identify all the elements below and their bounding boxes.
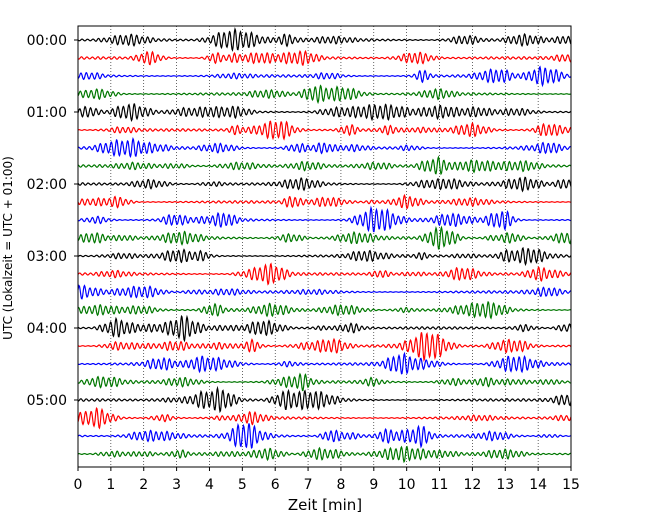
x-tick-label: 14 (529, 477, 547, 493)
x-tick-label: 13 (496, 477, 514, 493)
x-tick-label: 0 (74, 477, 83, 493)
seismic-traces (77, 27, 572, 464)
trace-01:30 (77, 137, 572, 159)
trace-05:15 (77, 406, 572, 430)
x-tick-label: 15 (562, 477, 580, 493)
x-tick-label: 3 (172, 477, 181, 493)
trace-04:00 (77, 314, 572, 343)
trace-04:45 (77, 372, 572, 392)
trace-01:45 (77, 155, 572, 176)
y-tick-label: 02:00 (27, 177, 67, 193)
y-axis-ticks: 00:00 01:00 02:00 03:00 04:00 05:00 (27, 33, 78, 409)
x-tick-label: 12 (463, 477, 481, 493)
x-tick-label: 1 (106, 477, 115, 493)
trace-03:15 (77, 262, 572, 286)
y-axis-label: UTC (Lokalzeit = UTC + 01:00) (1, 156, 15, 340)
trace-00:15 (77, 49, 572, 66)
trace-02:45 (77, 225, 572, 250)
trace-05:45 (77, 445, 572, 464)
trace-00:00 (77, 27, 572, 52)
x-tick-label: 4 (205, 477, 214, 493)
x-tick-label: 2 (139, 477, 148, 493)
y-tick-label: 00:00 (27, 33, 67, 49)
x-tick-label: 7 (304, 477, 313, 493)
plot-frame (77, 25, 572, 468)
x-tick-label: 6 (271, 477, 280, 493)
trace-01:00 (77, 103, 572, 123)
trace-00:45 (77, 84, 572, 105)
trace-05:00 (77, 385, 572, 414)
x-tick-label: 11 (431, 477, 449, 493)
trace-02:00 (77, 176, 572, 193)
trace-03:45 (77, 301, 572, 320)
trace-03:00 (77, 246, 572, 267)
trace-01:15 (77, 120, 572, 141)
x-axis-ticks: 0 1 2 3 4 5 6 7 8 9 10 11 12 13 14 15 (74, 467, 580, 493)
trace-04:15 (77, 332, 572, 362)
x-tick-label: 8 (336, 477, 345, 493)
trace-00:30 (77, 65, 572, 88)
trace-04:30 (77, 351, 572, 375)
y-tick-label: 01:00 (27, 105, 67, 121)
y-tick-label: 03:00 (27, 249, 67, 265)
trace-02:15 (77, 193, 572, 210)
y-tick-label: 04:00 (27, 321, 67, 337)
trace-03:30 (77, 284, 571, 300)
x-axis-label: Zeit [min] (288, 496, 362, 514)
y-tick-label: 05:00 (27, 393, 67, 409)
x-tick-label: 10 (398, 477, 416, 493)
x-tick-label: 5 (238, 477, 247, 493)
trace-05:30 (77, 422, 572, 449)
trace-02:30 (77, 205, 572, 233)
x-tick-label: 9 (369, 477, 378, 493)
